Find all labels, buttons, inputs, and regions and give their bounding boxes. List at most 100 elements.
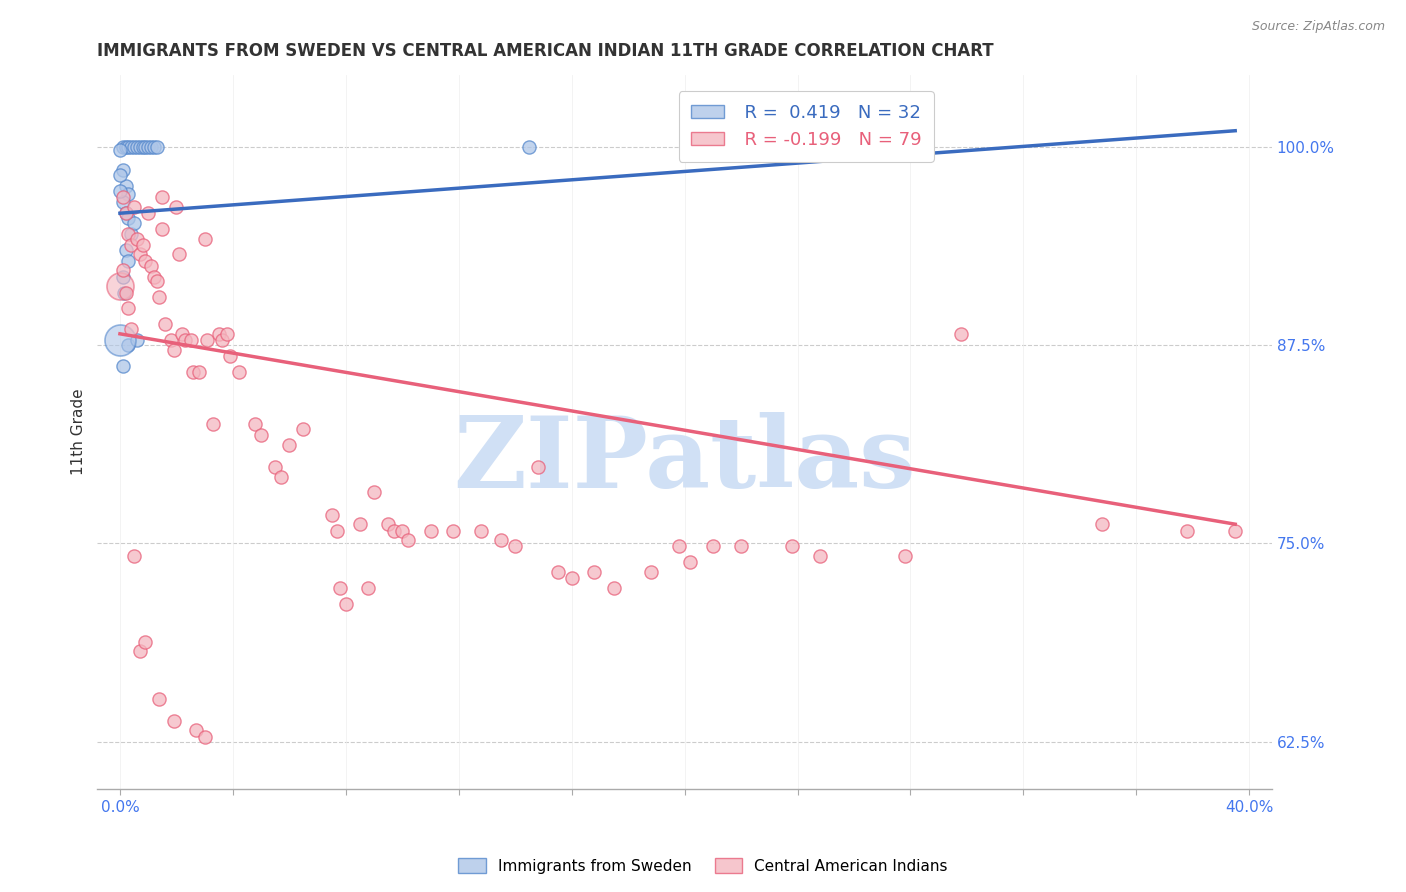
Point	[1091, 517, 1114, 532]
Point	[114, 179, 136, 194]
Point	[117, 139, 139, 153]
Point	[219, 349, 242, 363]
Text: ZIPatlas: ZIPatlas	[453, 412, 915, 509]
Point	[363, 485, 385, 500]
Point	[139, 139, 162, 153]
Point	[150, 190, 173, 204]
Point	[470, 524, 492, 538]
Point	[679, 555, 702, 569]
Point	[264, 460, 287, 475]
Point	[183, 365, 205, 379]
Point	[1225, 524, 1247, 538]
Point	[391, 524, 413, 538]
Legend: Immigrants from Sweden, Central American Indians: Immigrants from Sweden, Central American…	[453, 852, 953, 880]
Point	[136, 206, 159, 220]
Point	[292, 422, 315, 436]
Point	[603, 581, 626, 595]
Point	[245, 417, 267, 432]
Point	[117, 301, 139, 316]
Point	[396, 533, 419, 547]
Point	[202, 417, 225, 432]
Point	[108, 333, 131, 347]
Point	[125, 232, 148, 246]
Point	[120, 227, 142, 241]
Point	[142, 269, 165, 284]
Point	[583, 565, 606, 579]
Point	[808, 549, 831, 563]
Point	[186, 723, 208, 738]
Point	[122, 200, 145, 214]
Point	[377, 517, 399, 532]
Point	[111, 163, 134, 178]
Point	[419, 524, 441, 538]
Point	[441, 524, 464, 538]
Point	[197, 333, 219, 347]
Point	[117, 253, 139, 268]
Point	[114, 285, 136, 300]
Point	[131, 139, 153, 153]
Point	[111, 195, 134, 210]
Point	[180, 333, 202, 347]
Point	[114, 206, 136, 220]
Point	[120, 139, 142, 153]
Point	[145, 139, 167, 153]
Point	[134, 253, 156, 268]
Point	[194, 232, 217, 246]
Point	[108, 143, 131, 157]
Point	[134, 139, 156, 153]
Point	[194, 730, 217, 744]
Point	[382, 524, 405, 538]
Point	[111, 190, 134, 204]
Point	[173, 333, 195, 347]
Point	[117, 338, 139, 352]
Point	[148, 691, 170, 706]
Point	[211, 333, 233, 347]
Text: Source: ZipAtlas.com: Source: ZipAtlas.com	[1251, 20, 1385, 33]
Point	[108, 184, 131, 198]
Text: IMMIGRANTS FROM SWEDEN VS CENTRAL AMERICAN INDIAN 11TH GRADE CORRELATION CHART: IMMIGRANTS FROM SWEDEN VS CENTRAL AMERIC…	[97, 42, 994, 60]
Point	[329, 581, 352, 595]
Point	[167, 247, 190, 261]
Point	[170, 326, 193, 341]
Point	[162, 714, 184, 728]
Point	[950, 326, 973, 341]
Point	[150, 222, 173, 236]
Point	[1175, 524, 1198, 538]
Point	[122, 139, 145, 153]
Point	[114, 243, 136, 257]
Point	[114, 206, 136, 220]
Point	[517, 139, 540, 153]
Point	[357, 581, 380, 595]
Point	[228, 365, 250, 379]
Point	[270, 469, 292, 483]
Point	[128, 644, 150, 658]
Point	[561, 571, 583, 585]
Point	[117, 227, 139, 241]
Point	[668, 540, 690, 554]
Y-axis label: 11th Grade: 11th Grade	[72, 389, 86, 475]
Point	[112, 285, 135, 300]
Point	[142, 139, 165, 153]
Point	[108, 168, 131, 182]
Point	[349, 517, 371, 532]
Point	[217, 326, 239, 341]
Point	[547, 565, 569, 579]
Point	[122, 549, 145, 563]
Point	[730, 540, 752, 554]
Point	[131, 238, 153, 252]
Point	[278, 438, 301, 452]
Point	[136, 139, 159, 153]
Point	[188, 365, 211, 379]
Point	[111, 139, 134, 153]
Point	[145, 275, 167, 289]
Point	[159, 333, 181, 347]
Point	[125, 333, 148, 347]
Point	[162, 343, 184, 357]
Point	[108, 279, 131, 293]
Point	[165, 200, 187, 214]
Point	[489, 533, 512, 547]
Point	[640, 565, 662, 579]
Point	[326, 524, 349, 538]
Point	[125, 139, 148, 153]
Point	[335, 597, 357, 611]
